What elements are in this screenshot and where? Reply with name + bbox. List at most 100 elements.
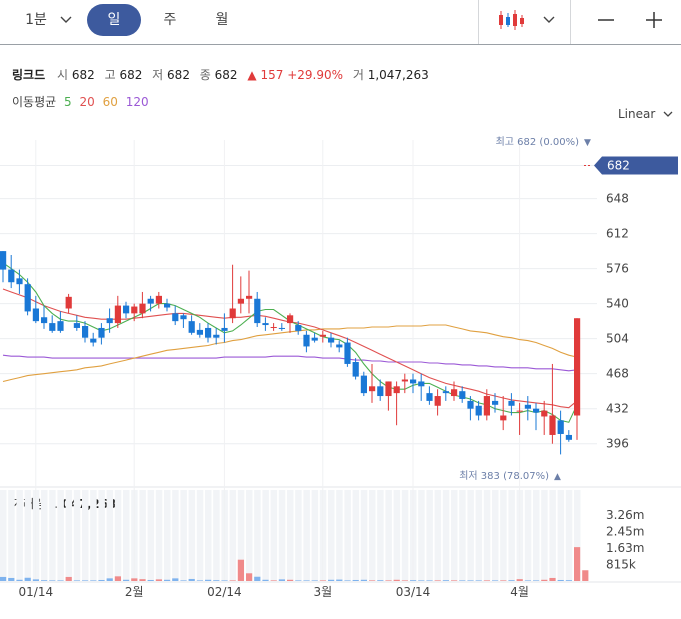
candle-body: [82, 326, 89, 338]
minus-icon[interactable]: [592, 0, 620, 40]
y-tick-label: 468: [606, 367, 629, 381]
up-arrow-icon: ▲: [554, 472, 561, 482]
candle-body: [123, 305, 130, 314]
volume-bar: [57, 580, 64, 581]
interval-select[interactable]: 1분: [18, 0, 54, 40]
volume-bar: [295, 580, 302, 581]
candle-body: [557, 420, 564, 434]
volume-bg-stripe: [237, 490, 245, 581]
volume-bar: [73, 580, 80, 581]
volume-bg-stripe: [278, 490, 286, 581]
volume-bar: [377, 580, 384, 581]
volume-bar: [360, 579, 367, 581]
volume-bg-stripe: [147, 490, 155, 581]
volume-bar: [82, 580, 89, 581]
volume-bg-stripe: [57, 490, 64, 581]
candle-body: [377, 386, 384, 397]
ma-5: 5: [64, 95, 72, 109]
tab-week[interactable]: 주: [163, 12, 177, 28]
candle-body: [164, 303, 171, 308]
chevron-down-icon[interactable]: [540, 0, 558, 40]
scale-select[interactable]: Linear: [618, 107, 673, 121]
volume-bar: [155, 579, 162, 581]
volume-bg-stripe: [49, 490, 56, 581]
candle-body: [172, 313, 179, 322]
volume-bg-stripe: [246, 490, 253, 581]
volume-bg-stripe: [401, 490, 409, 581]
volume-bg-stripe: [24, 490, 32, 581]
low-label: 저: [152, 68, 164, 82]
candle-body: [574, 318, 581, 416]
ma-120: 120: [125, 95, 149, 109]
candle-body: [246, 295, 253, 299]
candle-body: [205, 327, 212, 338]
candle-body: [147, 298, 154, 304]
volume-bg-stripe: [287, 490, 294, 581]
candle-body: [57, 321, 64, 331]
down-arrow-icon: ▼: [584, 138, 591, 148]
volume-bar: [426, 580, 433, 581]
volume-bar: [352, 579, 359, 581]
ma120-line: [2, 354, 578, 372]
candle-body: [270, 326, 277, 328]
candle-body: [188, 321, 195, 333]
candle-body: [287, 315, 294, 324]
volume-bg-stripe: [483, 490, 491, 581]
ma20-line: [2, 288, 578, 409]
volume-bg-stripe: [393, 490, 401, 581]
candle-body: [237, 298, 244, 304]
candlestick-icon[interactable]: [494, 0, 528, 40]
volume-bar: [32, 579, 39, 581]
tab-month[interactable]: 월: [215, 12, 229, 28]
volume-bg-stripe: [377, 490, 384, 581]
volume-bar: [180, 580, 187, 581]
y-tick-label: 576: [606, 262, 629, 276]
ma5-line: [2, 262, 578, 423]
volume-bg-stripe: [508, 490, 515, 581]
volume-bg-stripe: [205, 490, 212, 581]
volume-bar: [401, 580, 408, 581]
candle-body: [459, 391, 466, 399]
volume-bar: [229, 580, 236, 581]
volume-bg-stripe: [434, 490, 442, 581]
chevron-down-icon[interactable]: [58, 0, 74, 40]
volume-bar: [164, 579, 171, 581]
candle-body: [549, 415, 556, 435]
volume-bar: [139, 579, 146, 581]
plus-icon[interactable]: [640, 0, 668, 40]
candle-body: [262, 323, 269, 326]
scale-label: Linear: [618, 107, 656, 121]
divider: [478, 0, 479, 44]
volume-bg-stripe: [369, 490, 376, 581]
last-price-tag: [594, 156, 678, 175]
candle-body: [254, 298, 261, 324]
change-value: 157: [260, 68, 284, 82]
candle-body: [139, 303, 146, 314]
ma-60: 60: [102, 95, 118, 109]
volume-bar: [147, 579, 154, 581]
candle-body: [180, 315, 187, 320]
candle-body: [475, 405, 482, 416]
tab-day[interactable]: 일: [87, 4, 141, 36]
volume-bar: [16, 579, 23, 581]
x-tick-label: 03/14: [396, 585, 431, 599]
volume-bar: [90, 580, 97, 581]
stock-name: 링크드: [12, 68, 46, 82]
volume-bg-stripe: [164, 490, 171, 581]
candle-body: [508, 400, 515, 406]
candle-body: [213, 334, 220, 338]
candle-body: [500, 415, 507, 421]
volume-tick-label: 3.26m: [606, 508, 644, 522]
volume-bar: [328, 579, 335, 581]
volume-bg-stripe: [303, 490, 310, 581]
candle-body: [311, 337, 318, 341]
moving-average-legend[interactable]: 이동평균 5 20 60 120: [12, 93, 149, 110]
volume-bar: [319, 580, 326, 581]
volume-tick-label: 815k: [606, 557, 636, 571]
candle-body: [49, 323, 56, 331]
candle-body: [467, 400, 474, 409]
volume-bg-stripe: [0, 490, 7, 581]
volume-bar: [237, 559, 244, 581]
volume-bar: [483, 580, 490, 581]
